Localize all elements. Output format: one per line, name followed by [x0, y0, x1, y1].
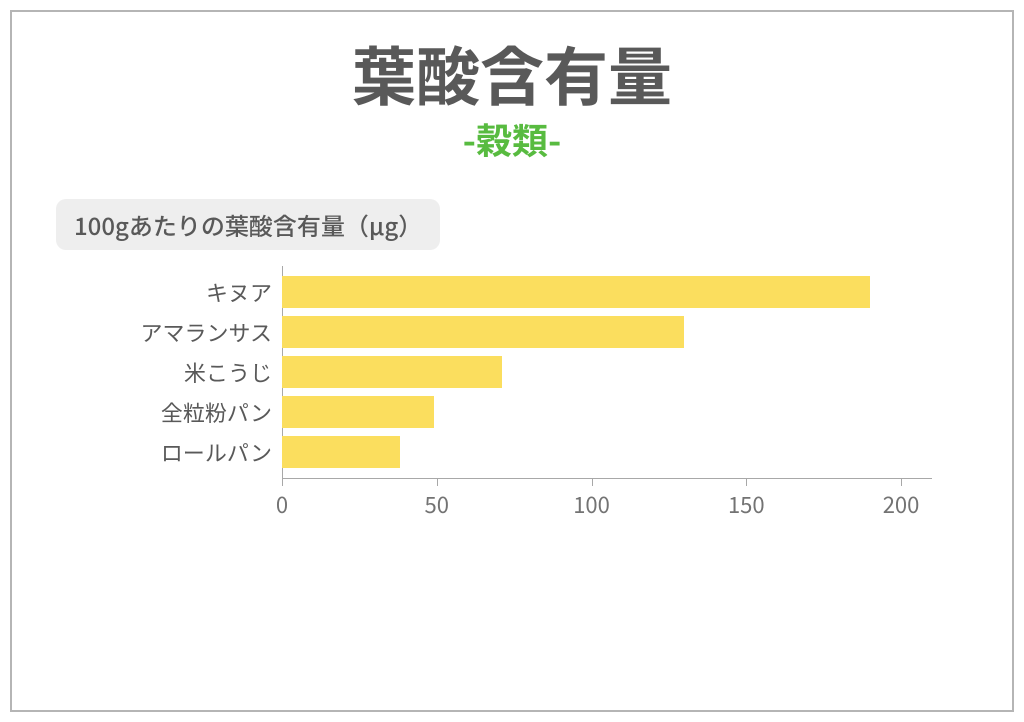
chart-subtitle: -穀類- [12, 113, 1012, 165]
y-labels: キヌアアマランサス米こうじ全粒粉パンロールパン [112, 266, 282, 478]
y-label: 米こうじ [184, 356, 272, 388]
legend-pill: 100gあたりの葉酸含有量（μg） [56, 199, 440, 250]
bar [282, 356, 502, 388]
x-tick-label: 50 [425, 488, 449, 520]
x-tick-label: 200 [883, 488, 920, 520]
chart-container: キヌアアマランサス米こうじ全粒粉パンロールパン 050100150200 [112, 266, 932, 478]
plot-area: キヌアアマランサス米こうじ全粒粉パンロールパン 050100150200 [112, 266, 932, 478]
y-label: ロールパン [161, 436, 272, 468]
x-tick-label: 0 [276, 488, 288, 520]
legend-label: 100gあたりの葉酸含有量（μg） [74, 207, 422, 242]
x-tick [901, 478, 902, 486]
y-label: アマランサス [140, 316, 272, 348]
bar [282, 436, 400, 468]
x-tick [282, 478, 283, 486]
x-tick-label: 150 [728, 488, 765, 520]
chart-title: 葉酸含有量 [12, 40, 1012, 107]
bars-area: 050100150200 [282, 266, 932, 478]
y-label: 全粒粉パン [161, 396, 272, 428]
x-tick [746, 478, 747, 486]
x-tick-label: 100 [573, 488, 610, 520]
legend-wrap: 100gあたりの葉酸含有量（μg） [56, 199, 1012, 250]
x-tick [437, 478, 438, 486]
bar [282, 396, 434, 428]
x-tick [592, 478, 593, 486]
bar [282, 276, 870, 308]
bar [282, 316, 684, 348]
y-label: キヌア [206, 276, 272, 308]
chart-frame: 葉酸含有量 -穀類- 100gあたりの葉酸含有量（μg） キヌアアマランサス米こ… [10, 10, 1014, 712]
x-axis-line [282, 478, 932, 479]
